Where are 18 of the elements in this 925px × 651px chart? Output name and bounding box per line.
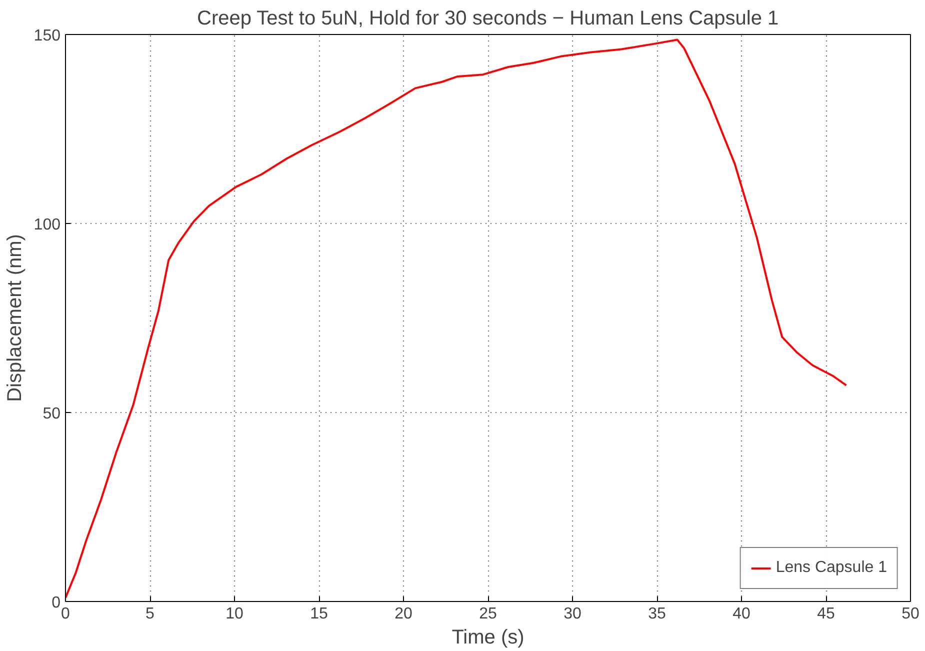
x-tick-label: 15 (310, 606, 328, 622)
x-tick-label: 5 (146, 606, 155, 622)
x-tick-label: 45 (817, 606, 835, 622)
x-tick-label: 25 (479, 606, 497, 622)
x-tick-label: 10 (226, 606, 244, 622)
x-tick-label: 30 (564, 606, 582, 622)
y-tick-label: 0 (52, 594, 61, 612)
x-tick-label: 35 (648, 606, 666, 622)
y-tick-label: 150 (34, 28, 61, 44)
x-axis-title: Time (s) (452, 626, 524, 648)
x-tick-label: 40 (732, 606, 750, 622)
x-tick-label: 20 (394, 606, 412, 622)
legend-label: Lens Capsule 1 (776, 559, 887, 577)
y-axis-title: Displacement (nm) (4, 234, 26, 402)
y-tick-label: 50 (42, 406, 61, 422)
y-tick-label: 100 (34, 216, 61, 234)
x-tick-label: 50 (902, 606, 920, 622)
chart-title: Creep Test to 5uN, Hold for 30 seconds − Human Lens Capsule 1 (197, 8, 779, 30)
